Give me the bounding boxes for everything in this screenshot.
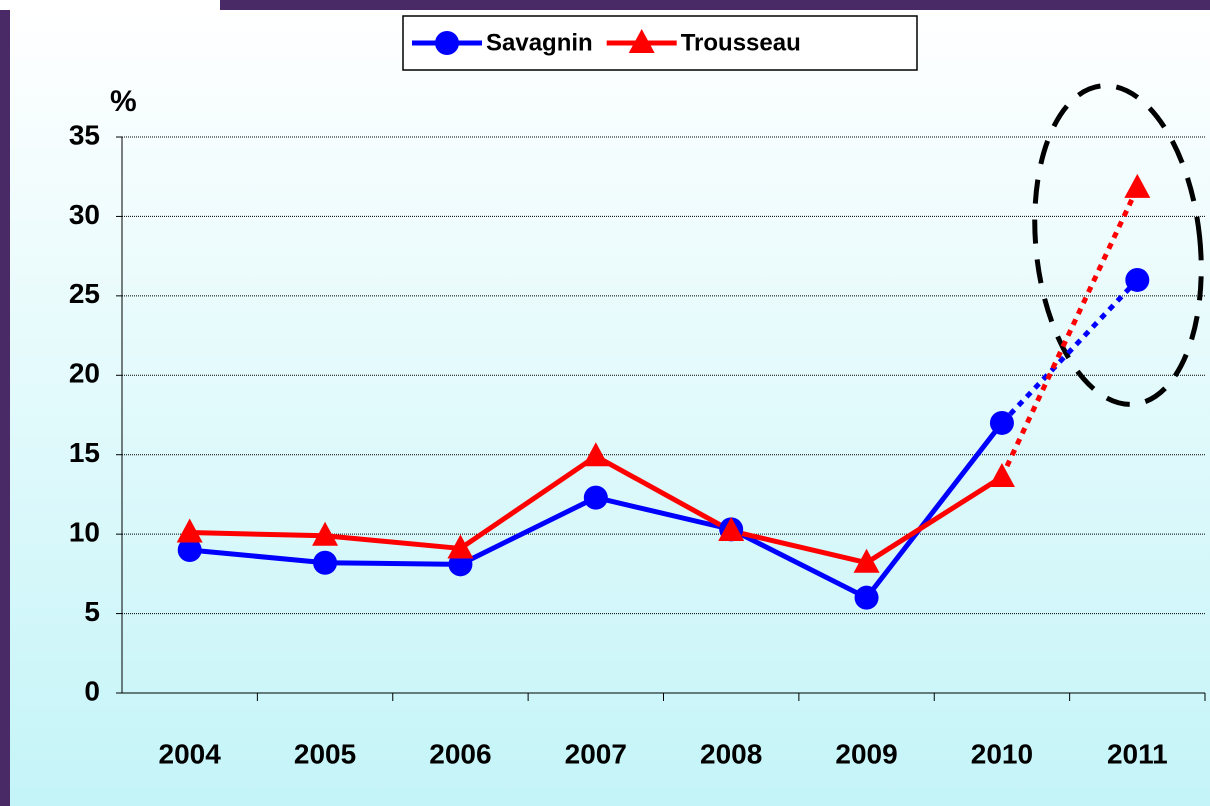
marker xyxy=(989,410,1014,435)
y-tick-label: 5 xyxy=(84,596,100,627)
marker xyxy=(435,31,459,55)
x-tick-label: 2009 xyxy=(835,738,897,769)
marker xyxy=(1124,173,1151,198)
series-line-dotted xyxy=(1000,278,1140,425)
y-tick-label: 25 xyxy=(69,278,100,309)
x-tick-label: 2007 xyxy=(565,738,627,769)
x-tick-label: 2005 xyxy=(294,738,356,769)
y-tick-label: 20 xyxy=(69,358,100,389)
marker xyxy=(853,548,880,573)
marker xyxy=(447,534,474,559)
marker xyxy=(854,585,879,610)
legend-label: Savagnin xyxy=(486,29,593,56)
x-tick-label: 2006 xyxy=(429,738,491,769)
y-tick-label: 15 xyxy=(69,437,100,468)
x-tick-label: 2011 xyxy=(1107,738,1168,769)
corner-box xyxy=(0,0,220,10)
legend-label: Trousseau xyxy=(681,29,801,56)
x-tick-label: 2010 xyxy=(971,738,1033,769)
series-line-dotted xyxy=(999,186,1140,479)
marker xyxy=(1125,267,1150,292)
marker xyxy=(718,516,745,541)
marker xyxy=(312,521,339,546)
marker xyxy=(177,538,202,563)
y-tick-label: 10 xyxy=(69,517,100,548)
marker xyxy=(176,518,203,543)
legend: Savagnin Trousseau xyxy=(402,15,918,71)
y-tick-label: 35 xyxy=(69,119,100,150)
highlight-ellipse xyxy=(1032,83,1204,407)
plot-background xyxy=(10,10,1210,806)
x-tick-label: 2004 xyxy=(159,738,222,769)
marker xyxy=(583,485,608,510)
marker xyxy=(628,29,655,53)
y-tick-label: 0 xyxy=(84,675,100,706)
y-tick-label: 30 xyxy=(69,199,100,230)
marker xyxy=(988,462,1015,487)
x-tick-label: 2008 xyxy=(700,738,762,769)
marker xyxy=(582,442,609,467)
marker xyxy=(313,550,338,575)
y-axis-label: % xyxy=(110,85,137,118)
